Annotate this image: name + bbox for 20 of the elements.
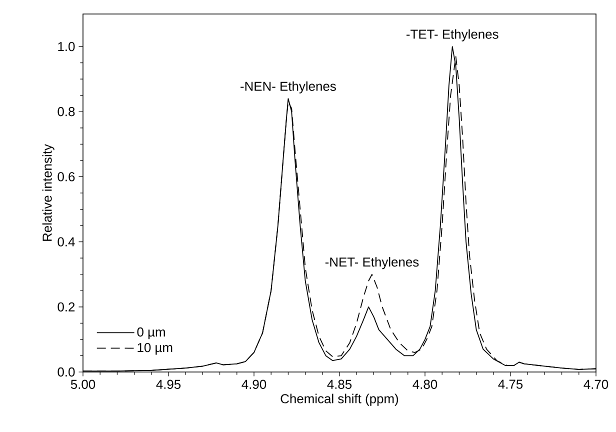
x-tick-label: 4.85 [327,380,352,389]
x-tick-label: 4.70 [584,380,608,389]
x-tick-label: 4.80 [412,380,438,389]
legend-label: 0 µm [137,327,165,340]
x-tick-label: 4.90 [242,380,266,389]
y-tick-label: 0.0 [58,367,75,377]
legend-label: 10 µm [138,342,172,355]
y-tick-label: 0.6 [58,172,75,182]
y-tick-label: 1.0 [58,42,75,52]
annotation: -NEN- Ethylenes [240,81,336,94]
annotation: -TET- Ethylenes [406,29,498,42]
y-axis-title: Relative intensity [42,144,54,241]
x-tick-label: 4.95 [156,380,181,389]
y-tick-label: 0.8 [58,107,75,116]
y-tick-label: 0.2 [58,302,75,312]
x-tick-label: 4.75 [498,380,523,389]
x-axis-title: Chemical shift (ppm) [280,394,398,406]
y-tick-label: 0.4 [58,237,75,246]
x-tick-label: 5.00 [70,380,96,389]
annotation: -NET- Ethylenes [325,257,419,270]
